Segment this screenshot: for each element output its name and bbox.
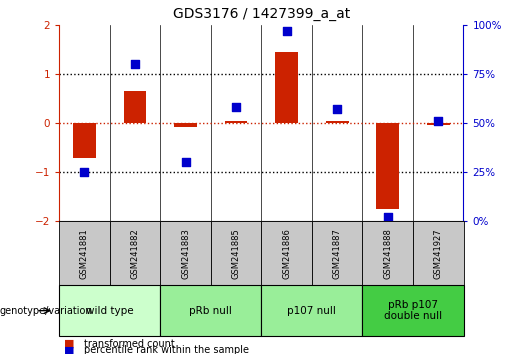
Bar bbox=[413, 221, 464, 287]
Bar bbox=[363, 285, 464, 336]
Bar bbox=[275, 52, 298, 123]
Bar bbox=[261, 285, 363, 336]
Point bbox=[283, 28, 291, 34]
Text: pRb null: pRb null bbox=[190, 306, 232, 316]
Point bbox=[434, 118, 442, 124]
Bar bbox=[312, 221, 363, 287]
Bar bbox=[225, 121, 248, 123]
Bar bbox=[160, 221, 211, 287]
Bar bbox=[59, 221, 110, 287]
Text: p107 null: p107 null bbox=[287, 306, 336, 316]
Point bbox=[333, 107, 341, 112]
Title: GDS3176 / 1427399_a_at: GDS3176 / 1427399_a_at bbox=[173, 7, 350, 21]
Text: genotype/variation: genotype/variation bbox=[0, 306, 93, 316]
Point bbox=[384, 215, 392, 220]
Point bbox=[131, 61, 139, 67]
Text: wild type: wild type bbox=[86, 306, 133, 316]
Bar bbox=[160, 285, 261, 336]
Bar bbox=[363, 221, 413, 287]
Bar bbox=[124, 91, 146, 123]
Point bbox=[80, 169, 89, 175]
Text: percentile rank within the sample: percentile rank within the sample bbox=[84, 346, 249, 354]
Text: pRb p107
double null: pRb p107 double null bbox=[384, 300, 442, 321]
Bar bbox=[59, 285, 160, 336]
Bar bbox=[261, 221, 312, 287]
Bar bbox=[211, 221, 261, 287]
Text: transformed count: transformed count bbox=[84, 339, 175, 349]
Bar bbox=[73, 123, 96, 158]
Text: GSM241886: GSM241886 bbox=[282, 229, 291, 279]
Text: GSM241881: GSM241881 bbox=[80, 229, 89, 279]
Text: GSM241883: GSM241883 bbox=[181, 229, 190, 279]
Bar bbox=[110, 221, 160, 287]
Text: ■: ■ bbox=[64, 339, 75, 349]
Text: GSM241885: GSM241885 bbox=[232, 229, 241, 279]
Bar bbox=[427, 123, 450, 125]
Text: GSM241927: GSM241927 bbox=[434, 229, 443, 279]
Text: GSM241887: GSM241887 bbox=[333, 229, 341, 279]
Bar bbox=[326, 121, 349, 123]
Text: GSM241888: GSM241888 bbox=[383, 229, 392, 279]
Text: ■: ■ bbox=[64, 346, 75, 354]
Bar bbox=[174, 123, 197, 127]
Point bbox=[232, 104, 240, 110]
Text: GSM241882: GSM241882 bbox=[130, 229, 140, 279]
Bar bbox=[376, 123, 399, 209]
Point bbox=[181, 159, 190, 165]
